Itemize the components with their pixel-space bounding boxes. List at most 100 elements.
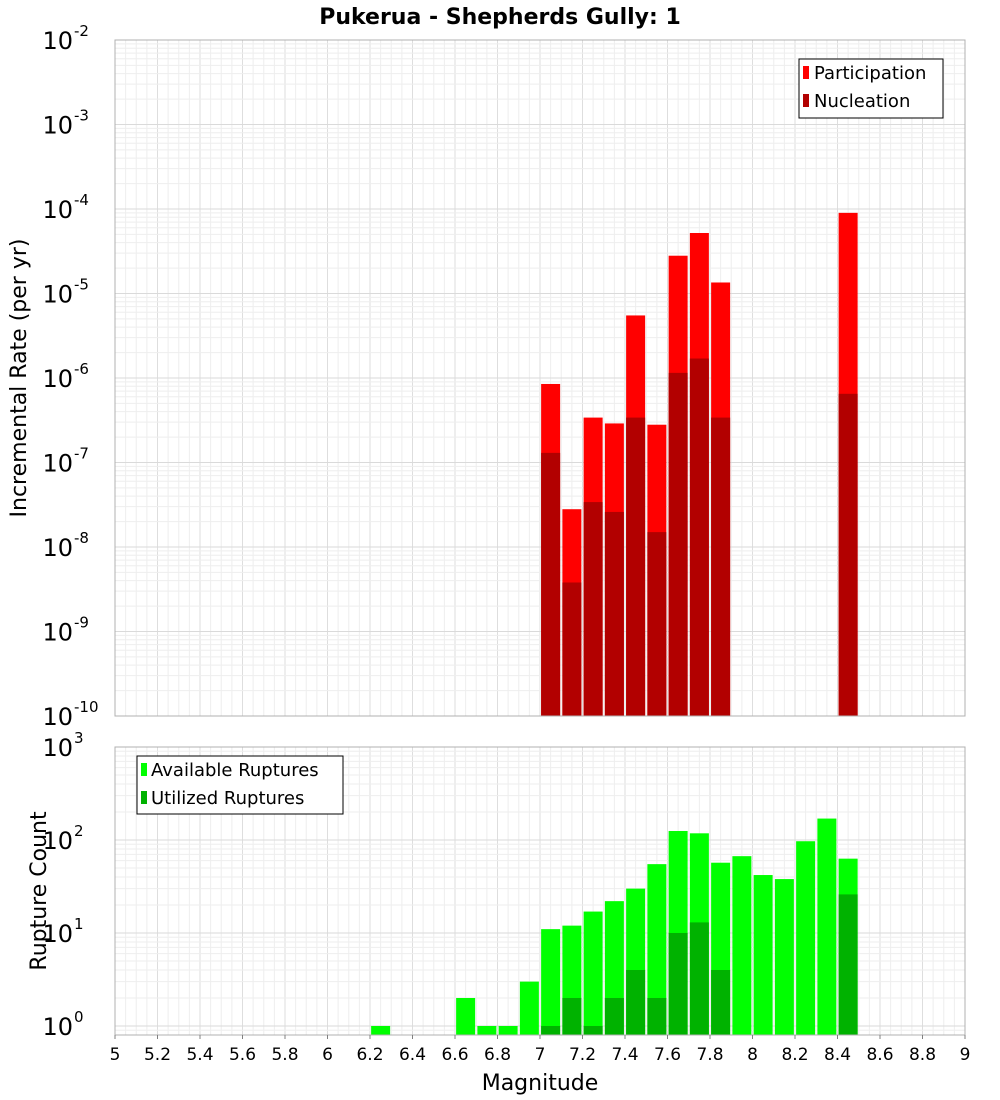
x-tick-label: 8.6 xyxy=(866,1045,893,1065)
x-tick-label: 7.4 xyxy=(611,1045,638,1065)
count-legend: Available Ruptures Utilized Ruptures xyxy=(136,755,344,815)
x-tick-label: 5.2 xyxy=(144,1045,171,1065)
count-s2-bar xyxy=(626,969,646,1035)
x-tick-label: 6.6 xyxy=(441,1045,468,1065)
y-tick-label: 10 xyxy=(42,196,73,224)
count-legend-box xyxy=(136,755,344,815)
rate-plot-border xyxy=(114,39,966,717)
x-tick-label: 8 xyxy=(747,1045,758,1065)
x-tick-label: 7 xyxy=(535,1045,546,1065)
rate-s2-bar xyxy=(647,532,667,716)
x-tick-label: 5.6 xyxy=(229,1045,256,1065)
count-s1-bar xyxy=(732,856,752,1035)
x-tick-labels: 5 5.2 5.4 5.6 5.8 6 6.2 6.4 6.6 6.8 7 7.2 7.4 7.6 7.8 8… xyxy=(110,1035,971,1065)
count-s2-bar xyxy=(583,1025,603,1035)
count-s2-bar xyxy=(711,969,731,1035)
y-tick-label: 10 xyxy=(42,703,73,731)
rate-s2-bar xyxy=(711,417,731,716)
rate-s2-bar xyxy=(604,511,624,716)
rate-legend: Participation Nucleation xyxy=(798,58,944,119)
y-tick-label: 10 xyxy=(42,112,73,140)
x-tick-label: 5.4 xyxy=(186,1045,213,1065)
rate-s2-bar xyxy=(562,582,582,716)
x-tick-label: 8.2 xyxy=(781,1045,808,1065)
x-tick-label: 8.8 xyxy=(909,1045,936,1065)
rate-gridlines xyxy=(114,39,966,717)
rate-s2-bar xyxy=(668,372,688,716)
y-tick-exponent: -6 xyxy=(74,360,89,378)
count-s1-bar xyxy=(477,1025,497,1035)
y-tick-exponent: -5 xyxy=(74,276,89,294)
rate-s2-bar xyxy=(689,358,709,716)
count-s2-bar xyxy=(541,1025,561,1035)
y-tick-exponent: -4 xyxy=(74,191,89,209)
count-s2-bar xyxy=(647,997,667,1035)
legend-swatch-utilized xyxy=(141,791,147,804)
y-tick-exponent: 1 xyxy=(74,915,84,933)
y-tick-exponent: -3 xyxy=(74,107,89,125)
count-s1-bar xyxy=(817,818,837,1035)
rate-s2-bar xyxy=(838,393,858,716)
y-tick-label: 10 xyxy=(42,920,73,948)
y-tick-label: 10 xyxy=(42,365,73,393)
count-y-axis-label: Rupture Count xyxy=(27,811,52,971)
rate-legend-box xyxy=(798,58,944,119)
x-tick-label: 8.4 xyxy=(824,1045,851,1065)
y-tick-exponent: 0 xyxy=(74,1008,84,1026)
legend-label-available: Available Ruptures xyxy=(151,760,319,781)
count-s1-bar xyxy=(541,929,561,1035)
legend-swatch-available xyxy=(141,763,147,776)
rate-y-axis-label: Incremental Rate (per yr) xyxy=(7,239,32,518)
rate-s2-bar xyxy=(583,502,603,716)
y-tick-label: 10 xyxy=(42,619,73,647)
count-s2-bar xyxy=(668,932,688,1035)
chart-title: Pukerua - Shepherds Gully: 1 xyxy=(319,5,681,30)
y-tick-exponent: 3 xyxy=(74,729,84,747)
count-s2-bar xyxy=(689,922,709,1035)
x-tick-label: 9 xyxy=(960,1045,971,1065)
count-s1-bar xyxy=(753,875,773,1035)
count-s2-bar xyxy=(604,997,624,1035)
x-tick-label: 6.4 xyxy=(399,1045,426,1065)
rate-s2-bar xyxy=(626,417,646,716)
count-s1-bar xyxy=(647,864,667,1035)
count-s2-bar xyxy=(838,894,858,1035)
legend-swatch-nucleation xyxy=(803,94,809,107)
y-tick-exponent: -8 xyxy=(74,529,89,547)
x-tick-label: 7.2 xyxy=(569,1045,596,1065)
count-s1-bar xyxy=(583,911,603,1035)
y-tick-label: 10 xyxy=(42,534,73,562)
x-axis-label: Magnitude xyxy=(482,1071,599,1096)
legend-swatch-participation xyxy=(803,66,809,79)
count-s2-bar xyxy=(562,997,582,1035)
count-bars xyxy=(371,818,858,1035)
rate-panel: 10-210-310-410-510-610-710-810-910-10 In… xyxy=(7,22,966,731)
rate-s2-bar xyxy=(541,452,561,716)
x-tick-label: 6.8 xyxy=(484,1045,511,1065)
rate-y-tick-labels: 10-210-310-410-510-610-710-810-910-10 xyxy=(42,22,98,731)
count-s1-bar xyxy=(774,879,794,1035)
rate-bars xyxy=(541,212,858,716)
legend-label-utilized: Utilized Ruptures xyxy=(151,788,304,809)
x-tick-label: 6 xyxy=(322,1045,333,1065)
y-tick-exponent: -9 xyxy=(74,614,89,632)
count-s1-bar xyxy=(796,841,816,1035)
x-tick-label: 5 xyxy=(110,1045,121,1065)
count-s1-bar xyxy=(456,997,476,1035)
count-s1-bar xyxy=(371,1025,391,1035)
y-tick-label: 10 xyxy=(42,281,73,309)
y-tick-exponent: -10 xyxy=(74,698,99,716)
y-tick-label: 10 xyxy=(42,827,73,855)
count-s1-bar xyxy=(498,1025,518,1035)
legend-label-participation: Participation xyxy=(814,63,926,84)
x-tick-label: 7.8 xyxy=(696,1045,723,1065)
y-tick-exponent: -7 xyxy=(74,445,89,463)
y-tick-label: 10 xyxy=(42,27,73,55)
x-tick-label: 5.8 xyxy=(271,1045,298,1065)
x-tick-label: 7.6 xyxy=(654,1045,681,1065)
y-tick-label: 10 xyxy=(42,734,73,762)
y-tick-label: 10 xyxy=(42,450,73,478)
count-s1-bar xyxy=(519,981,539,1035)
